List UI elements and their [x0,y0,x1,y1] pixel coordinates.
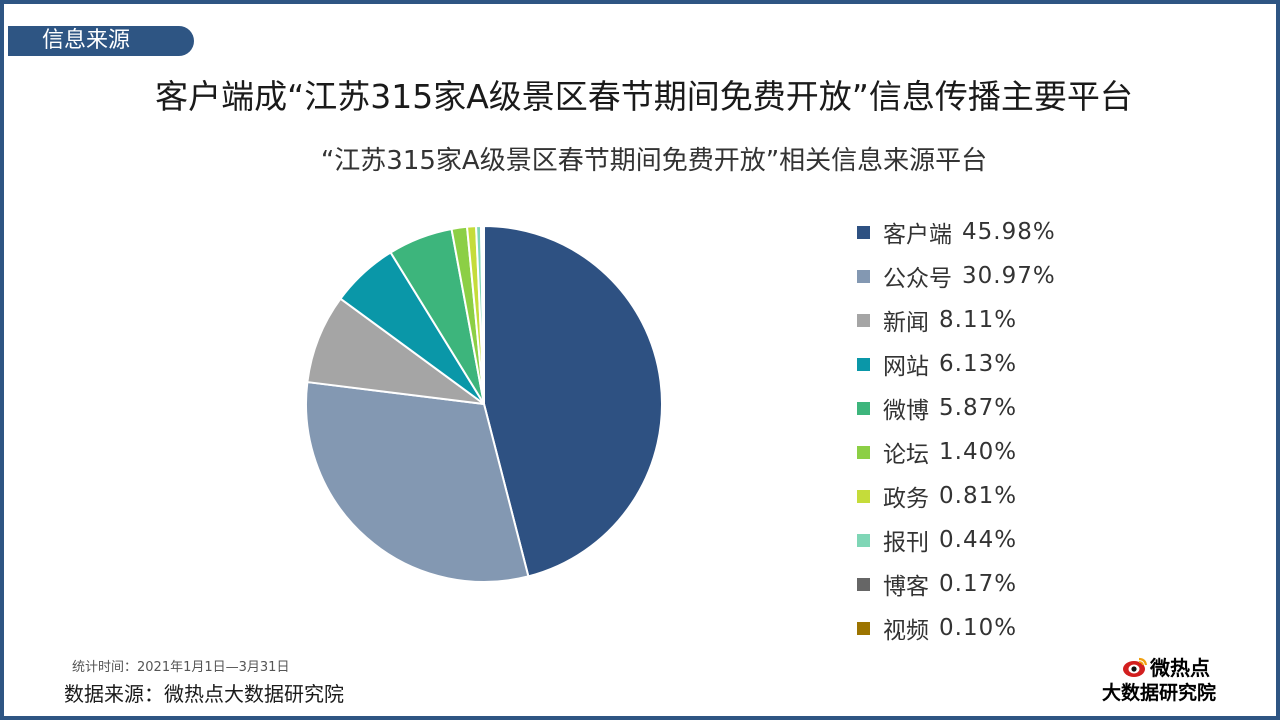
eye-logo-icon [1123,657,1148,677]
pie-slice-0 [483,225,663,578]
pie-slice-1 [305,381,530,583]
legend-label: 政务 [883,486,929,512]
legend-label: 报刊 [883,530,929,556]
stat-period-note: 统计时间：2021年1月1日—3月31日 [72,660,290,675]
legend-item: 客户端 45.98% [857,210,1056,254]
brand-logo: 微热点 大数据研究院 [1102,652,1242,704]
legend-swatch [857,401,870,415]
legend-value: 1.40% [939,439,1018,465]
pie-chart [305,224,663,583]
legend-value: 0.10% [939,615,1018,641]
legend-item: 论坛 1.40% [857,430,1056,474]
logo-name: 微热点 [1150,656,1210,680]
legend-value: 45.98% [962,219,1056,245]
page-title: 客户端成“江苏315家A级景区春节期间免费开放”信息传播主要平台 [155,77,1133,116]
pie-slice-9 [481,224,485,405]
legend-label: 网站 [883,354,929,380]
section-tag: 信息来源 [8,26,194,56]
legend-label: 论坛 [883,442,929,468]
chart-legend: 客户端 45.98% 公众号 30.97% 新闻 8.11% 网站 6.13% 微博 5.87% 论… [857,210,1056,650]
legend-label: 微博 [883,398,929,424]
legend-swatch [857,313,870,327]
legend-value: 0.17% [939,571,1018,597]
legend-swatch [857,533,870,547]
legend-item: 政务 0.81% [857,474,1056,518]
legend-item: 博客 0.17% [857,562,1056,606]
pie-slice-2 [306,297,485,405]
legend-label: 新闻 [883,310,929,336]
legend-item: 报刊 0.44% [857,518,1056,562]
legend-swatch [857,225,870,239]
legend-swatch [857,357,870,371]
legend-label: 博客 [883,574,929,600]
legend-item: 网站 6.13% [857,342,1056,386]
legend-value: 0.81% [939,483,1018,509]
legend-swatch [857,577,870,591]
legend-value: 6.13% [939,351,1018,377]
legend-swatch [857,269,870,283]
legend-label: 客户端 [883,222,952,248]
legend-item: 新闻 8.11% [857,298,1056,342]
chart-title: “江苏315家A级景区春节期间免费开放”相关信息来源平台 [320,146,988,176]
legend-item: 视频 0.10% [857,606,1056,650]
logo-subtitle: 大数据研究院 [1102,682,1217,704]
legend-swatch [857,445,870,459]
legend-item: 公众号 30.97% [857,254,1056,298]
data-source-note: 数据来源：微热点大数据研究院 [64,682,344,706]
legend-swatch [857,489,870,503]
legend-value: 8.11% [939,307,1018,333]
legend-value: 0.44% [939,527,1018,553]
legend-label: 视频 [883,618,929,644]
legend-label: 公众号 [883,266,952,292]
legend-value: 5.87% [939,395,1018,421]
legend-item: 微博 5.87% [857,386,1056,430]
legend-swatch [857,621,870,635]
legend-value: 30.97% [962,263,1056,289]
